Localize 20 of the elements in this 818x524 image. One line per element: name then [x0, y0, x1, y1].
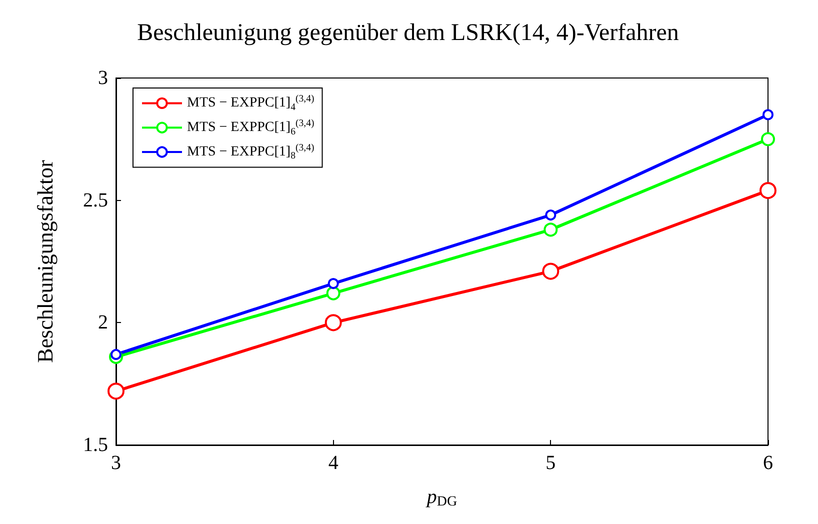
point: [108, 382, 124, 400]
y-tick-label: 2.5: [83, 189, 108, 212]
point: [542, 262, 560, 280]
point: [761, 132, 775, 146]
y-tick-label: 2: [98, 312, 108, 334]
point: [544, 222, 558, 237]
point: [545, 210, 556, 221]
point: [110, 348, 122, 360]
y-axis-title: Beschleunigungsfaktor: [32, 159, 58, 363]
chart-title: Beschleunigung gegenüber dem LSRK(14, 4)-Verfahren: [137, 20, 679, 46]
y-tick-label: 1.5: [83, 434, 108, 456]
point: [760, 182, 776, 200]
point: [328, 278, 339, 290]
x-tick-label: 5: [546, 452, 556, 474]
x-tick-label: 4: [328, 452, 338, 474]
y-tick-label: 3: [98, 67, 108, 89]
point: [762, 109, 774, 120]
point: [326, 286, 340, 300]
point: [324, 314, 342, 332]
x-tick-label: 6: [763, 452, 773, 474]
